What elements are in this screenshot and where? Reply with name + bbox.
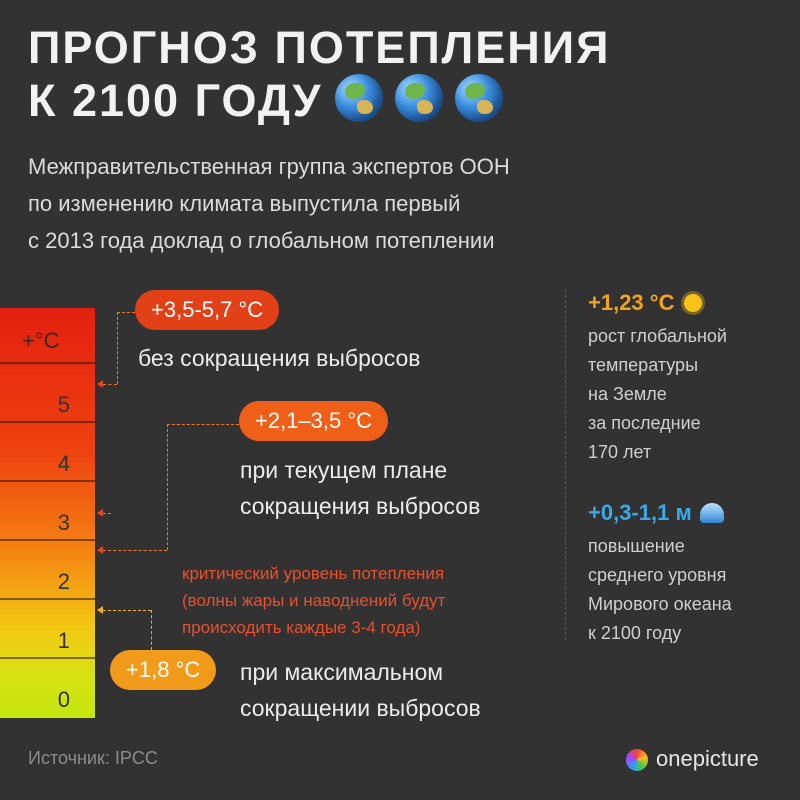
stat-desc-line: 170 лет xyxy=(588,442,652,462)
scale-tick xyxy=(0,539,95,541)
wave-icon xyxy=(699,503,724,523)
scenario-low-label: при максимальном сокращении выбросов xyxy=(240,654,481,726)
scenario-low-label-1: при максимальном xyxy=(240,659,444,685)
page-title: ПРОГНОЗ ПОТЕПЛЕНИЯ К 2100 ГОДУ xyxy=(28,22,610,127)
stat-desc-line: на Земле xyxy=(588,384,667,404)
title-line-1: ПРОГНОЗ ПОТЕПЛЕНИЯ xyxy=(28,22,611,73)
stat-desc-line: за последние xyxy=(588,413,701,433)
sun-icon xyxy=(684,294,703,312)
connector-line xyxy=(103,513,111,514)
scale-tick xyxy=(0,657,95,659)
subtitle: Межправительственная группа экспертов ОО… xyxy=(28,148,728,259)
stat-temperature-value-row: +1,23 °C xyxy=(588,290,727,316)
critical-line-3: происходить каждые 3-4 года) xyxy=(182,618,421,637)
scenario-mid-label-1: при текущем плане xyxy=(240,457,448,483)
stat-temperature-value: +1,23 °C xyxy=(588,290,675,315)
connector-line xyxy=(103,610,151,611)
connector-line xyxy=(167,424,168,550)
lollipop-icon xyxy=(626,749,648,771)
scale-tick-label: 1 xyxy=(57,628,70,653)
scale-tick xyxy=(0,362,95,364)
source-text: Источник: IPCC xyxy=(28,748,158,768)
critical-line-1: критический уровень потепления xyxy=(182,564,445,583)
connector-line xyxy=(167,424,239,425)
scenario-high-label: без сокращения выбросов xyxy=(138,345,421,371)
stat-temperature-desc: рост глобальной температуры на Земле за … xyxy=(588,322,727,467)
subtitle-line-3: с 2013 года доклад о глобальном потеплен… xyxy=(28,228,495,253)
subtitle-line-1: Межправительственная группа экспертов ОО… xyxy=(28,154,510,179)
stat-desc-line: Мирового океана xyxy=(588,594,732,614)
marker-arrow xyxy=(97,380,103,388)
stat-desc-line: температуры xyxy=(588,355,699,375)
scenario-low-value: +1,8 °C xyxy=(110,650,217,690)
scale-tick-label: 2 xyxy=(57,569,70,594)
marker-arrow xyxy=(97,546,103,554)
connector-line xyxy=(103,550,167,551)
globe-icon xyxy=(454,74,503,122)
temperature-scale xyxy=(0,308,95,718)
subtitle-line-2: по изменению климата выпустила первый xyxy=(28,191,461,216)
stat-desc-line: повышение xyxy=(588,536,685,556)
scenario-mid-label-2: сокращения выбросов xyxy=(240,493,481,519)
critical-level-note: критический уровень потепления (волны жа… xyxy=(182,560,445,641)
scale-tick-label: 4 xyxy=(57,451,70,476)
scenario-high-value: +3,5-5,7 °C xyxy=(135,290,280,330)
marker-arrow xyxy=(97,606,103,614)
connector-line xyxy=(103,384,117,385)
stat-temperature: +1,23 °C рост глобальной температуры на … xyxy=(588,290,727,467)
connector-line xyxy=(117,312,118,384)
stat-sea-level-desc: повышение среднего уровня Мирового океан… xyxy=(588,532,732,648)
scale-tick xyxy=(0,598,95,600)
title-line-2: К 2100 ГОДУ xyxy=(28,74,610,127)
stat-desc-line: к 2100 году xyxy=(588,623,682,643)
critical-line-2: (волны жары и наводнений будут xyxy=(182,591,446,610)
brand-name: onepicture xyxy=(656,746,759,771)
title-line-2-text: К 2100 ГОДУ xyxy=(28,75,323,126)
scale-tick xyxy=(0,421,95,423)
scale-tick xyxy=(0,480,95,482)
scenario-low-label-2: сокращении выбросов xyxy=(240,695,481,721)
scale-tick-label: 5 xyxy=(57,392,70,417)
globe-icon xyxy=(394,74,443,122)
stat-sea-level: +0,3-1,1 м повышение среднего уровня Мир… xyxy=(588,500,732,648)
globe-icon xyxy=(334,74,383,122)
stat-sea-level-value-row: +0,3-1,1 м xyxy=(588,500,732,526)
stat-sea-level-value: +0,3-1,1 м xyxy=(588,500,692,525)
scenario-mid-value: +2,1–3,5 °C xyxy=(239,401,389,441)
connector-line xyxy=(117,312,135,313)
brand-logo: onepicture xyxy=(626,746,759,772)
stat-desc-line: рост глобальной xyxy=(588,326,727,346)
scale-unit-label: +°C xyxy=(22,328,60,353)
marker-arrow xyxy=(97,509,103,517)
stat-desc-line: среднего уровня xyxy=(588,565,727,585)
scale-tick-label: 0 xyxy=(57,687,70,712)
scale-tick-label: 3 xyxy=(57,510,70,535)
column-divider xyxy=(565,290,567,640)
scenario-mid-label: при текущем плане сокращения выбросов xyxy=(240,452,480,524)
connector-line xyxy=(151,610,152,650)
